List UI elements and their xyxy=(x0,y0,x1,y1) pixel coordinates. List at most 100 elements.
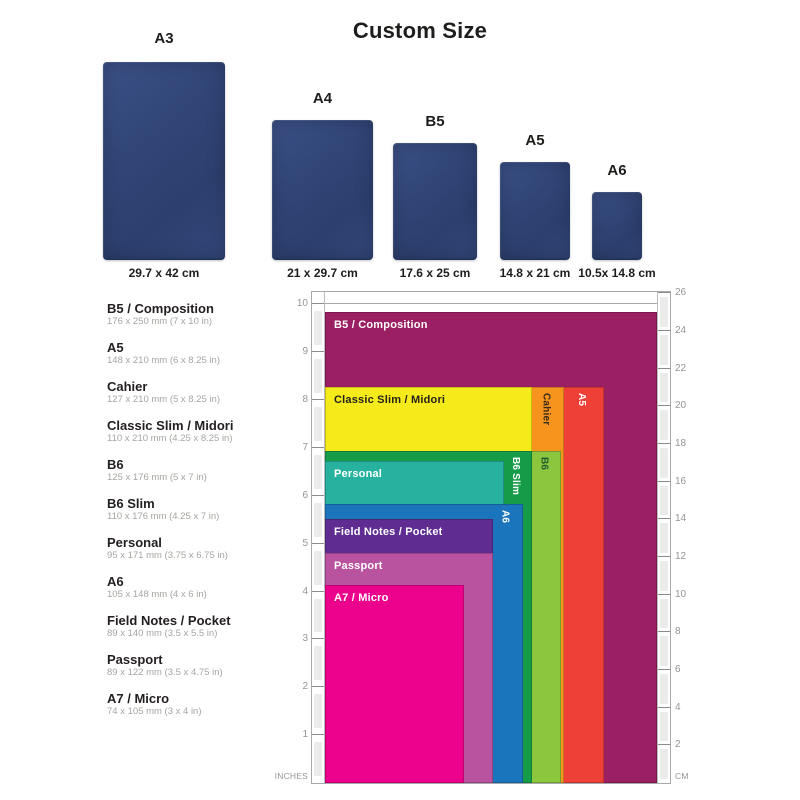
ruler-cm-block xyxy=(660,523,668,553)
ruler-inch-block xyxy=(314,694,322,729)
cm-axis-label: CM xyxy=(675,771,689,781)
notebook-size-a4: 21 x 29.7 cm xyxy=(287,266,358,280)
cm-tick-number: 18 xyxy=(675,437,687,449)
ruler-cm-tick xyxy=(658,593,670,595)
notebook-label-a6: A6 xyxy=(607,162,627,179)
size-list-dims: 176 x 250 mm (7 x 10 in) xyxy=(107,316,213,327)
notebook-label-a3: A3 xyxy=(154,30,174,47)
cm-tick-number: 14 xyxy=(675,513,687,525)
inch-tick-number: 4 xyxy=(302,585,308,597)
notebook-label-b5: B5 xyxy=(425,113,445,130)
chart-box: B5 / Composition A5 Cahier Classic Slim / M… xyxy=(311,291,671,784)
size-list-item: A7 / Micro 74 x 105 mm (3 x 4 in) xyxy=(107,692,317,717)
ruler-inch-tick xyxy=(312,542,324,544)
ruler-inch-tick xyxy=(312,303,324,305)
page-title: Custom Size xyxy=(352,18,488,43)
ruler-cm-block xyxy=(660,410,668,440)
cm-tick-number: 8 xyxy=(675,626,681,638)
ruler-cm-tick xyxy=(658,706,670,708)
size-list-name: Classic Slim / Midori xyxy=(107,418,234,433)
inch-tick-number: 2 xyxy=(302,681,308,693)
inch-tick-number: 5 xyxy=(302,537,308,549)
inch-tick-number: 7 xyxy=(302,442,308,454)
ruler-inch-tick xyxy=(312,590,324,592)
size-list-item: Field Notes / Pocket 89 x 140 mm (3.5 x 5… xyxy=(107,614,317,639)
ruler-inch-block xyxy=(314,646,322,681)
ruler-inch-block xyxy=(314,311,322,346)
ruler-inch-tick xyxy=(312,734,324,736)
ruler-inch-block xyxy=(314,455,322,489)
ruler-inch-block xyxy=(314,742,322,776)
ruler-inches xyxy=(312,292,325,783)
size-comparison-chart: 1 2 3 4 5 6 7 8 9 10 INCHES B5 / Composition A5 Cahi… xyxy=(275,287,697,784)
ruler-inch-block xyxy=(314,407,322,442)
inch-scale-labels: 1 2 3 4 5 6 7 8 9 10 INCHES xyxy=(275,291,311,784)
size-label-b5-composition: B5 / Composition xyxy=(334,319,428,331)
gridline-10in xyxy=(325,303,657,305)
size-label-cahier: Cahier xyxy=(540,393,552,426)
ruler-cm-tick xyxy=(658,442,670,444)
notebook-cover-a5 xyxy=(500,162,570,260)
size-label-b6-slim: B6 Slim xyxy=(510,457,522,496)
notebook-cover-a3 xyxy=(103,62,225,260)
notebook-size-a6: 10.5x 14.8 cm xyxy=(578,266,656,280)
ruler-cm-block xyxy=(660,297,668,327)
size-list-dims: 127 x 210 mm (5 x 8.25 in) xyxy=(107,394,220,405)
size-label-b6: B6 xyxy=(538,457,550,471)
size-list-dims: 89 x 140 mm (3.5 x 5.5 in) xyxy=(107,628,218,639)
cm-tick-number: 6 xyxy=(675,663,681,675)
size-list-item: B6 125 x 176 mm (5 x 7 in) xyxy=(107,458,317,483)
cm-tick-number: 20 xyxy=(675,400,687,412)
notebook-cover-a6 xyxy=(592,192,642,260)
size-list-item: A5 148 x 210 mm (6 x 8.25 in) xyxy=(107,341,317,366)
notebook-cover-a4 xyxy=(272,120,373,260)
ruler-cm-tick xyxy=(658,631,670,633)
ruler-cm-tick xyxy=(658,292,670,294)
ruler-cm-tick xyxy=(658,555,670,557)
size-label-classic-slim-midori: Classic Slim / Midori xyxy=(334,394,446,407)
ruler-cm-tick xyxy=(658,518,670,520)
inches-axis-label: INCHES xyxy=(274,771,308,781)
size-list-dims: 95 x 171 mm (3.75 x 6.75 in) xyxy=(107,550,228,561)
inch-tick-number: 9 xyxy=(302,346,308,358)
ruler-cm-block xyxy=(660,447,668,478)
ruler-cm-tick xyxy=(658,668,670,670)
size-list-item: A6 105 x 148 mm (4 x 6 in) xyxy=(107,575,317,600)
size-list-item: B6 Slim 110 x 176 mm (4.25 x 7 in) xyxy=(107,497,317,522)
ruler-cm-block xyxy=(660,372,668,403)
size-list-name: B6 Slim xyxy=(107,496,155,511)
ruler-cm-block xyxy=(660,598,668,629)
notebook-label-a4: A4 xyxy=(312,90,333,107)
ruler-cm-block xyxy=(660,334,668,365)
size-label-a7-micro: A7 / Micro xyxy=(334,592,389,605)
size-list-item: Personal 95 x 171 mm (3.75 x 6.75 in) xyxy=(107,536,317,561)
ruler-cm-tick xyxy=(658,367,670,369)
cm-tick-number: 12 xyxy=(675,550,687,562)
size-list-dims: 110 x 210 mm (4.25 x 8.25 in) xyxy=(107,433,233,444)
size-list-dims: 148 x 210 mm (6 x 8.25 in) xyxy=(107,355,220,366)
size-label-a6: A6 xyxy=(499,510,511,524)
size-list-item: Passport 89 x 122 mm (3.5 x 4.75 in) xyxy=(107,653,317,678)
size-label-a5: A5 xyxy=(576,393,588,407)
ruler-cm-block xyxy=(660,711,668,742)
ruler-inch-tick xyxy=(312,638,324,640)
inch-tick-number: 8 xyxy=(302,394,308,406)
size-list-name: B6 xyxy=(107,457,124,472)
notebook-size-a3: 29.7 x 42 cm xyxy=(128,266,200,280)
inch-tick-number: 10 xyxy=(296,298,308,310)
ruler-inch-tick xyxy=(312,447,324,449)
ruler-inch-block xyxy=(314,598,322,633)
size-list-dims: 89 x 122 mm (3.5 x 4.75 in) xyxy=(107,667,223,678)
inch-tick-number: 6 xyxy=(302,489,308,501)
ruler-inch-block xyxy=(314,550,322,585)
ruler-cm-tick xyxy=(658,329,670,331)
size-list-dims: 74 x 105 mm (3 x 4 in) xyxy=(107,706,202,717)
notebook-size-a5: 14.8 x 21 cm xyxy=(499,266,571,280)
ruler-cm-tick xyxy=(658,405,670,407)
ruler-cm-tick xyxy=(658,480,670,482)
cm-tick-number: 10 xyxy=(675,588,687,600)
notebook-size-b5: 17.6 x 25 cm xyxy=(399,266,471,280)
size-list-name: A5 xyxy=(107,340,124,355)
cm-tick-number: 2 xyxy=(675,739,681,751)
size-label-passport: Passport xyxy=(334,560,383,573)
